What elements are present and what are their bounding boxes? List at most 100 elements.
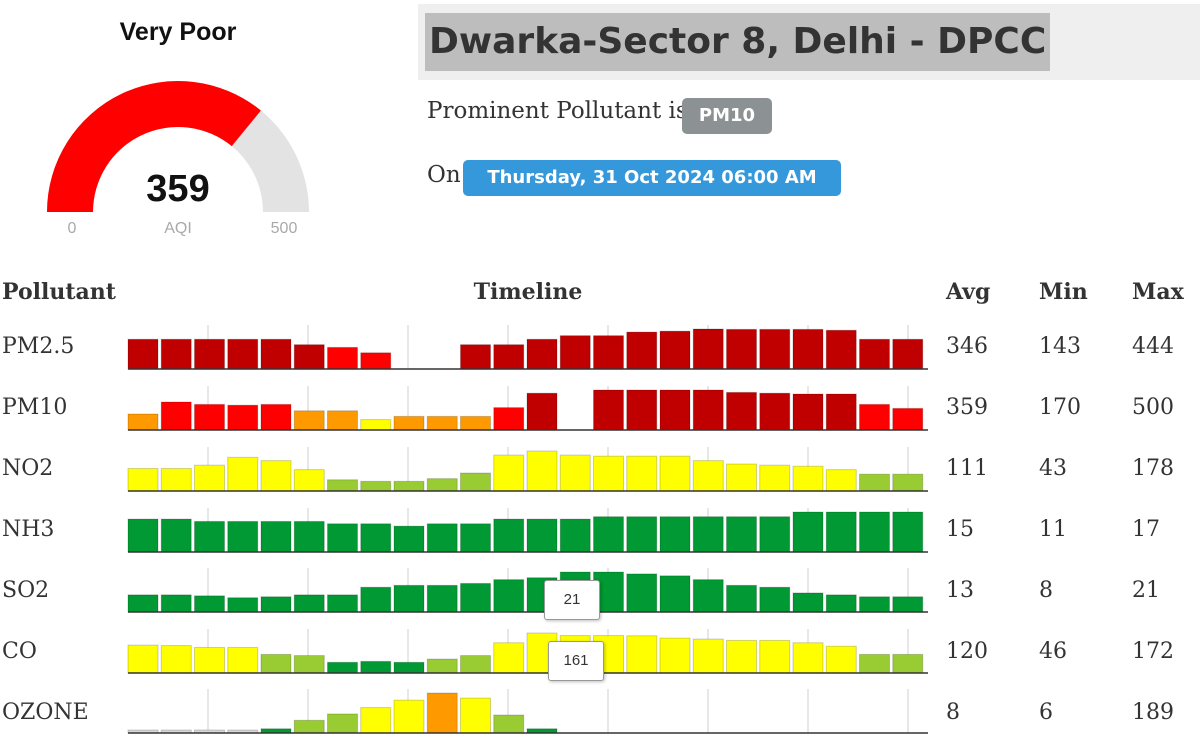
bar-so2-2[interactable] [194,595,225,613]
bar-nh3-9[interactable] [426,523,458,553]
bar-pm10-21[interactable] [825,393,857,431]
bar-so2-16[interactable] [659,575,691,613]
bar-ozone-8[interactable] [393,699,425,734]
bar-pm10-20[interactable] [792,393,824,431]
bar-co-10[interactable] [460,655,491,674]
bar-pm25-17[interactable] [692,328,724,370]
bar-nh3-8[interactable] [393,525,425,553]
bar-pm25-0[interactable] [127,338,159,370]
bar-so2-10[interactable] [460,582,491,613]
bar-so2-0[interactable] [127,594,159,613]
bar-pm25-19[interactable] [759,328,791,370]
bar-co-8[interactable] [393,661,425,674]
bar-ozone-5[interactable] [293,719,325,734]
bar-pm25-20[interactable] [792,328,824,370]
bar-pm10-23[interactable] [892,407,924,431]
bar-nh3-3[interactable] [227,520,259,553]
bar-nh3-12[interactable] [526,518,558,553]
bar-no2-20[interactable] [792,465,824,492]
bar-pm25-2[interactable] [194,338,225,370]
bar-no2-6[interactable] [327,479,358,492]
bar-co-16[interactable] [659,637,691,674]
bar-no2-1[interactable] [160,468,192,492]
bar-nh3-5[interactable] [293,520,325,553]
bar-pm25-18[interactable] [726,328,757,370]
bar-pm10-14[interactable] [593,389,624,431]
bar-ozone-11[interactable] [493,714,525,734]
bar-pm10-10[interactable] [460,415,491,431]
bar-no2-0[interactable] [127,468,159,492]
bar-nh3-7[interactable] [360,523,392,553]
bar-pm10-16[interactable] [659,389,691,431]
bar-co-4[interactable] [260,653,292,674]
bar-pm25-7[interactable] [360,352,392,370]
bar-no2-13[interactable] [559,454,591,492]
bar-ozone-9[interactable] [426,692,458,734]
bar-pm10-19[interactable] [759,392,791,431]
bar-so2-19[interactable] [759,586,791,613]
bar-nh3-17[interactable] [692,516,724,553]
bar-no2-9[interactable] [426,478,458,492]
bar-no2-18[interactable] [726,463,757,492]
bar-nh3-11[interactable] [493,518,525,553]
bar-nh3-20[interactable] [792,511,824,553]
bar-no2-4[interactable] [260,460,292,492]
bar-no2-16[interactable] [659,455,691,492]
bar-co-9[interactable] [426,658,458,674]
bar-so2-6[interactable] [327,594,358,613]
bar-pm25-15[interactable] [626,331,658,370]
bar-nh3-23[interactable] [892,511,924,553]
bar-co-21[interactable] [825,645,857,674]
bar-so2-9[interactable] [426,584,458,613]
bar-so2-17[interactable] [692,579,724,613]
bar-pm10-15[interactable] [626,389,658,431]
bar-nh3-16[interactable] [659,516,691,553]
bar-no2-17[interactable] [692,460,724,492]
bar-pm10-18[interactable] [726,391,757,431]
bar-nh3-21[interactable] [825,511,857,553]
bar-pm10-7[interactable] [360,419,392,431]
bar-co-6[interactable] [327,661,358,674]
bar-pm25-3[interactable] [227,338,259,370]
bar-nh3-2[interactable] [194,520,225,553]
bar-co-19[interactable] [759,639,791,674]
bar-no2-22[interactable] [859,473,890,492]
bar-pm25-5[interactable] [293,344,325,370]
bar-pm10-3[interactable] [227,404,259,431]
bar-pm25-23[interactable] [892,338,924,370]
bar-so2-22[interactable] [859,596,890,613]
bar-pm25-14[interactable] [593,335,624,370]
bar-co-15[interactable] [626,635,658,674]
bar-no2-21[interactable] [825,469,857,492]
bar-no2-15[interactable] [626,455,658,492]
bar-co-5[interactable] [293,655,325,674]
bar-no2-2[interactable] [194,464,225,492]
bar-nh3-22[interactable] [859,511,890,553]
bar-co-0[interactable] [127,644,159,674]
bar-pm25-11[interactable] [493,344,525,370]
bar-so2-11[interactable] [493,579,525,613]
bar-ozone-6[interactable] [327,713,358,734]
bar-pm10-12[interactable] [526,392,558,431]
bar-pm10-9[interactable] [426,415,458,431]
bar-pm10-22[interactable] [859,403,890,431]
bar-nh3-14[interactable] [593,516,624,553]
bar-so2-1[interactable] [160,594,192,613]
bar-no2-7[interactable] [360,480,392,492]
bar-nh3-0[interactable] [127,518,159,553]
bar-ozone-7[interactable] [360,707,392,734]
bar-nh3-6[interactable] [327,523,358,553]
bar-so2-23[interactable] [892,596,924,613]
bar-co-1[interactable] [160,645,192,674]
bar-pm25-13[interactable] [559,335,591,370]
bar-nh3-4[interactable] [260,520,292,553]
bar-pm10-2[interactable] [194,403,225,431]
bar-pm25-6[interactable] [327,346,358,370]
bar-no2-14[interactable] [593,455,624,492]
bar-no2-3[interactable] [227,456,259,492]
bar-no2-12[interactable] [526,450,558,492]
bar-so2-5[interactable] [293,594,325,613]
bar-ozone-10[interactable] [460,697,491,734]
bar-pm10-8[interactable] [393,415,425,431]
bar-no2-8[interactable] [393,480,425,492]
